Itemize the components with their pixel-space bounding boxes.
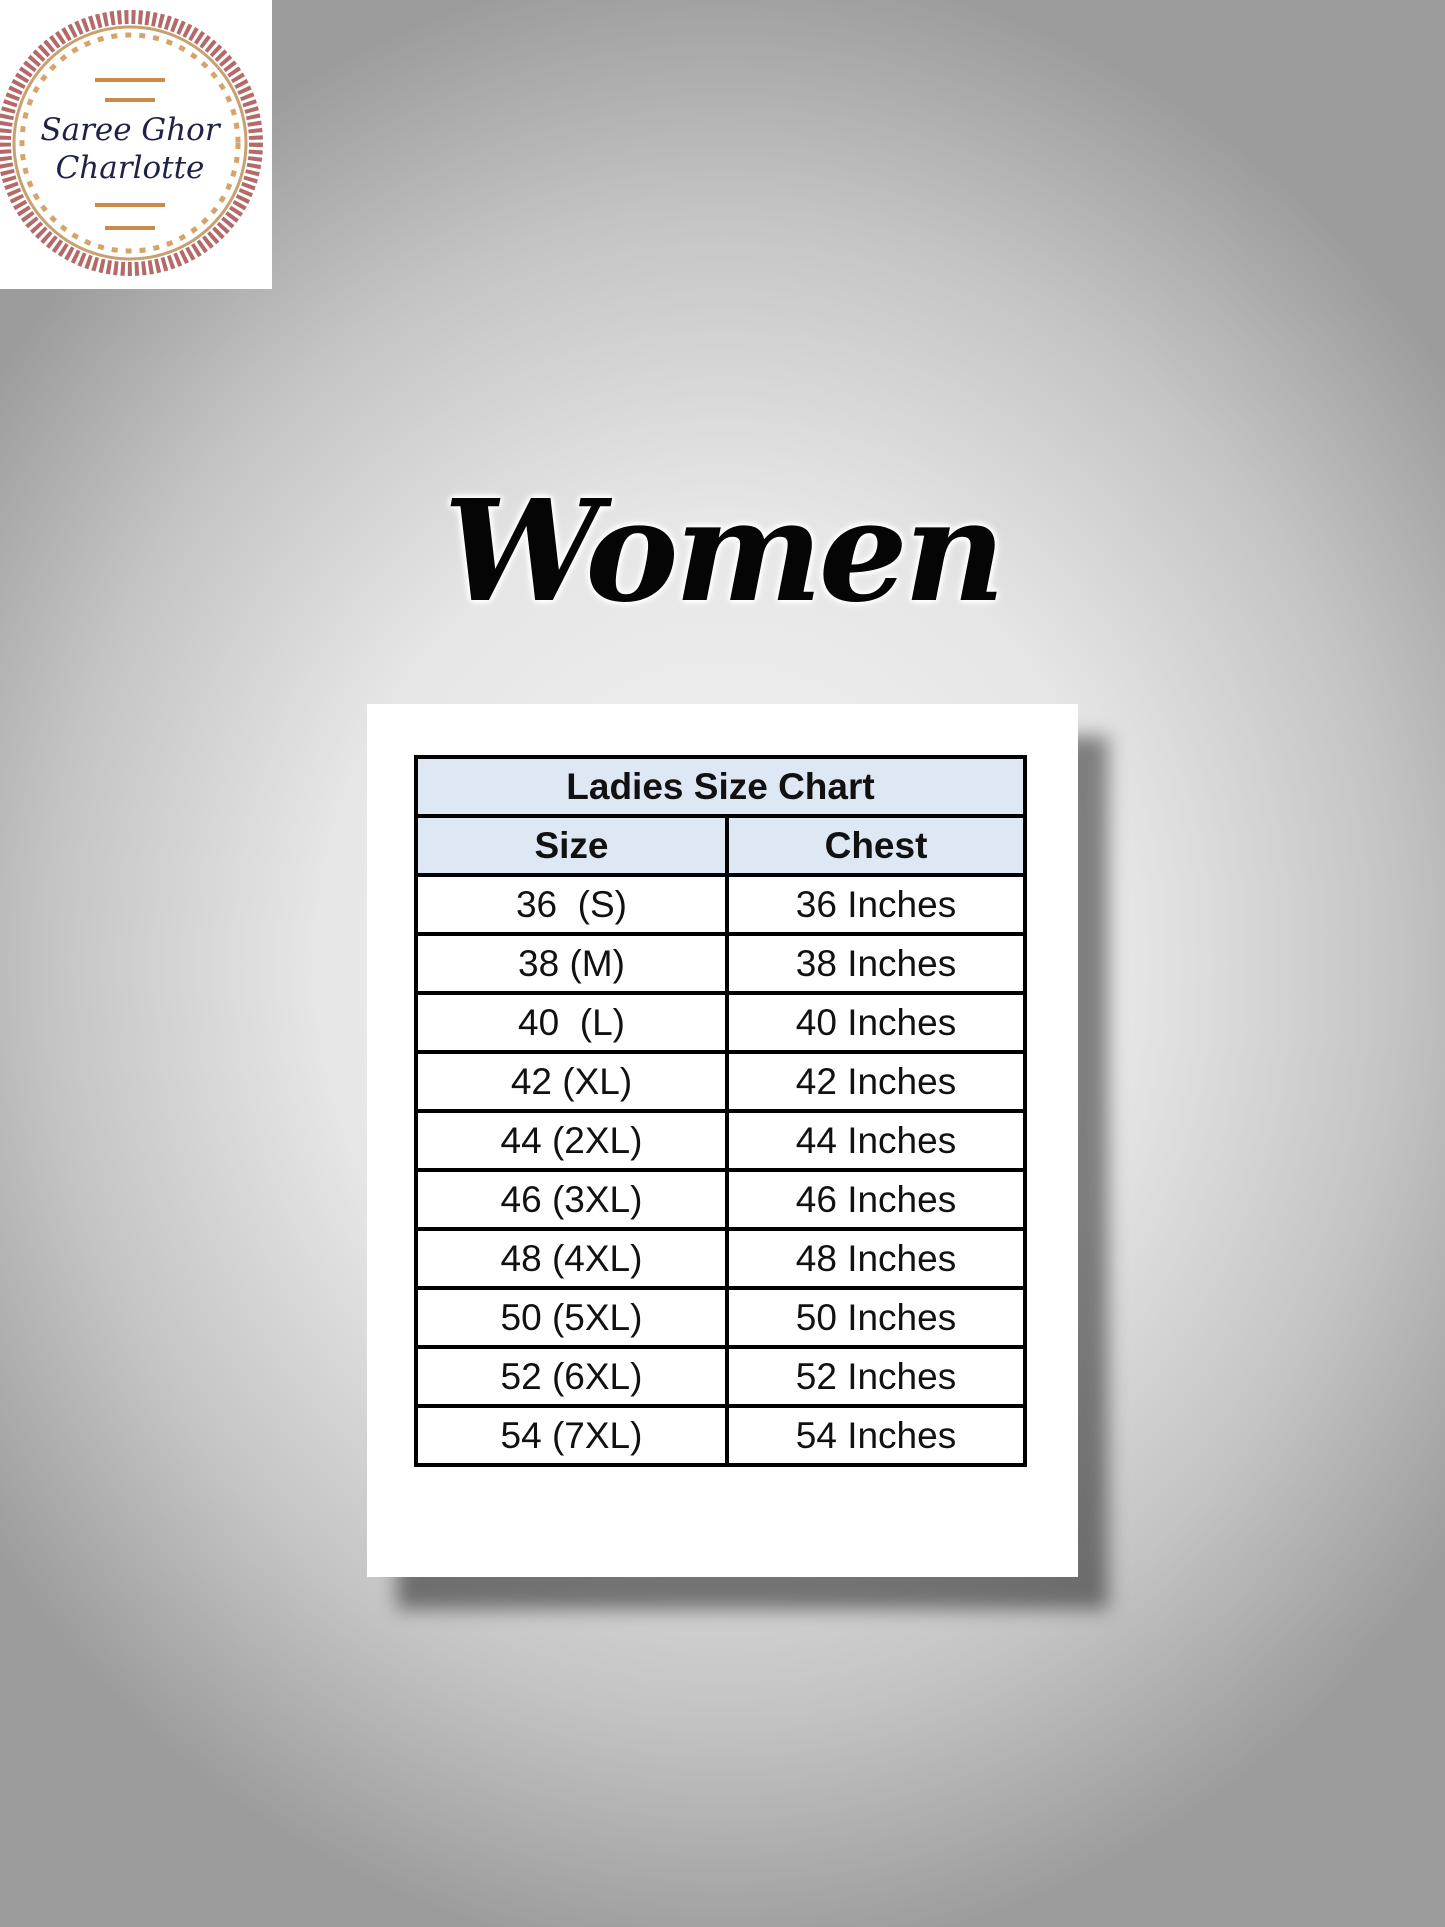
- size-chart-table: Ladies Size Chart Size Chest 36 (S) 36 In…: [414, 755, 1027, 1467]
- column-header-size: Size: [414, 814, 729, 877]
- size-cell: 46 (3XL): [414, 1168, 729, 1231]
- size-chart-card: Ladies Size Chart Size Chest 36 (S) 36 In…: [367, 704, 1078, 1577]
- size-cell: 54 (7XL): [414, 1404, 729, 1467]
- chest-cell: 50 Inches: [725, 1286, 1027, 1349]
- column-header-chest: Chest: [725, 814, 1027, 877]
- table-row: 38 (M) 38 Inches: [414, 932, 1027, 995]
- table-row: 42 (XL) 42 Inches: [414, 1050, 1027, 1113]
- size-cell: 38 (M): [414, 932, 729, 995]
- chest-cell: 40 Inches: [725, 991, 1027, 1054]
- logo-line2: Charlotte: [55, 150, 205, 186]
- table-row: 54 (7XL) 54 Inches: [414, 1404, 1027, 1467]
- size-cell: 48 (4XL): [414, 1227, 729, 1290]
- table-row: 44 (2XL) 44 Inches: [414, 1109, 1027, 1172]
- size-cell: 50 (5XL): [414, 1286, 729, 1349]
- size-cell: 52 (6XL): [414, 1345, 729, 1408]
- heading-text: Women: [443, 470, 1005, 634]
- chest-cell: 36 Inches: [725, 873, 1027, 936]
- logo-line1: Saree Ghor: [40, 112, 220, 148]
- table-row: 40 (L) 40 Inches: [414, 991, 1027, 1054]
- page-heading: Women: [0, 470, 1445, 634]
- table-row: 52 (6XL) 52 Inches: [414, 1345, 1027, 1408]
- chest-cell: 44 Inches: [725, 1109, 1027, 1172]
- chest-cell: 52 Inches: [725, 1345, 1027, 1408]
- size-cell: 40 (L): [414, 991, 729, 1054]
- chest-cell: 38 Inches: [725, 932, 1027, 995]
- size-cell: 44 (2XL): [414, 1109, 729, 1172]
- table-row: 36 (S) 36 Inches: [414, 873, 1027, 936]
- ornament-frame-icon: [0, 10, 263, 276]
- size-cell: 42 (XL): [414, 1050, 729, 1113]
- chest-cell: 48 Inches: [725, 1227, 1027, 1290]
- table-title: Ladies Size Chart: [414, 755, 1027, 818]
- table-row: 50 (5XL) 50 Inches: [414, 1286, 1027, 1349]
- table-row: 48 (4XL) 48 Inches: [414, 1227, 1027, 1290]
- chest-cell: 42 Inches: [725, 1050, 1027, 1113]
- chest-cell: 54 Inches: [725, 1404, 1027, 1467]
- chest-cell: 46 Inches: [725, 1168, 1027, 1231]
- brand-logo: Saree Ghor Charlotte: [0, 0, 272, 289]
- size-cell: 36 (S): [414, 873, 729, 936]
- table-row: 46 (3XL) 46 Inches: [414, 1168, 1027, 1231]
